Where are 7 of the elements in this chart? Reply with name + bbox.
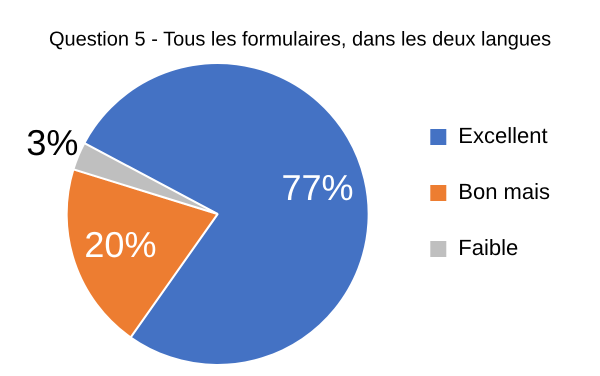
data-label: 20% (84, 224, 156, 266)
chart-title: Question 5 - Tous les formulaires, dans les deux langues (48, 28, 552, 51)
legend-label: Faible (458, 235, 518, 260)
data-label: 3% (26, 122, 78, 164)
legend-label: Excellent (458, 123, 548, 148)
legend-label: Bon mais (458, 179, 550, 204)
data-label: 77% (282, 167, 354, 208)
